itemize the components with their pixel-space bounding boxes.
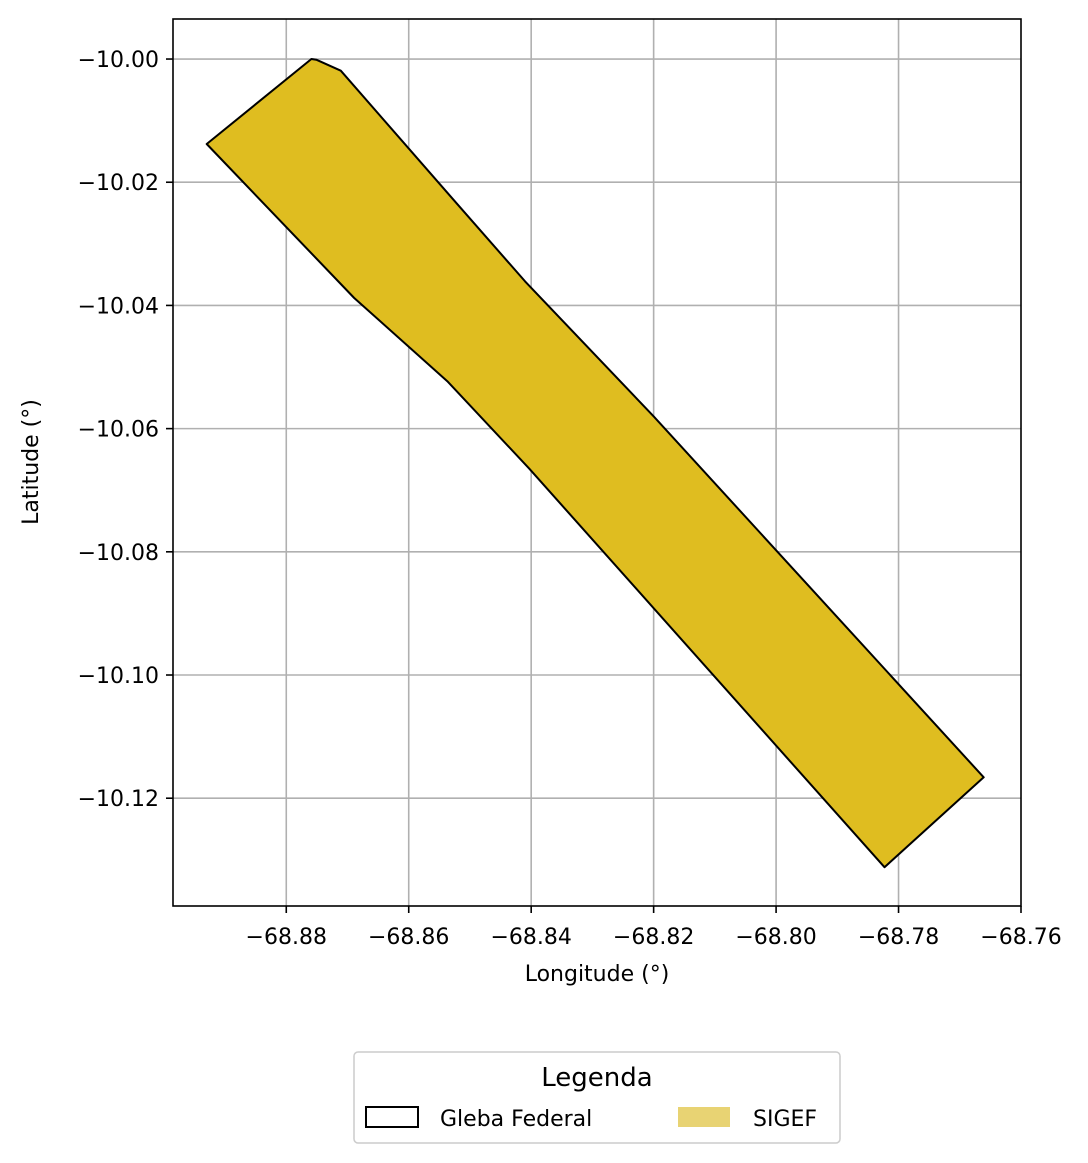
x-tick-label: −68.84	[490, 925, 571, 950]
legend-title: Legenda	[541, 1063, 652, 1093]
y-tick-label: −10.00	[78, 48, 159, 73]
x-tick-label: −68.82	[613, 925, 694, 950]
polygon-layer	[205, 58, 985, 869]
y-tick-label: −10.02	[78, 171, 159, 196]
legend-swatch-filled	[678, 1107, 730, 1127]
y-tick-label: −10.08	[78, 541, 159, 566]
y-tick-label: −10.10	[78, 664, 159, 689]
y-tick-label: −10.04	[78, 294, 159, 319]
x-tick-label: −68.88	[246, 925, 327, 950]
legend-label-sigef: SIGEF	[753, 1107, 817, 1132]
x-tick-label: −68.86	[368, 925, 449, 950]
legend: Legenda Gleba Federal SIGEF	[353, 1051, 841, 1144]
y-axis-label: Latitude (°)	[19, 399, 44, 525]
x-tick-label: −68.80	[735, 925, 816, 950]
x-axis-ticks: −68.88 −68.86 −68.84 −68.82 −68.80 −68.78 −68.…	[246, 906, 1062, 950]
plot-frame	[172, 18, 1022, 907]
x-axis-label: Longitude (°)	[525, 962, 670, 987]
y-axis-ticks: −10.00 −10.02 −10.04 −10.06 −10.08 −10.10 −10.…	[78, 48, 173, 812]
y-tick-label: −10.06	[78, 418, 159, 443]
polygon-sigef	[205, 58, 985, 869]
legend-label-gleba-federal: Gleba Federal	[440, 1107, 592, 1132]
x-tick-label: −68.78	[858, 925, 939, 950]
x-tick-label: −68.76	[980, 925, 1061, 950]
y-tick-label: −10.12	[78, 787, 159, 812]
legend-swatch-outline	[365, 1106, 419, 1128]
